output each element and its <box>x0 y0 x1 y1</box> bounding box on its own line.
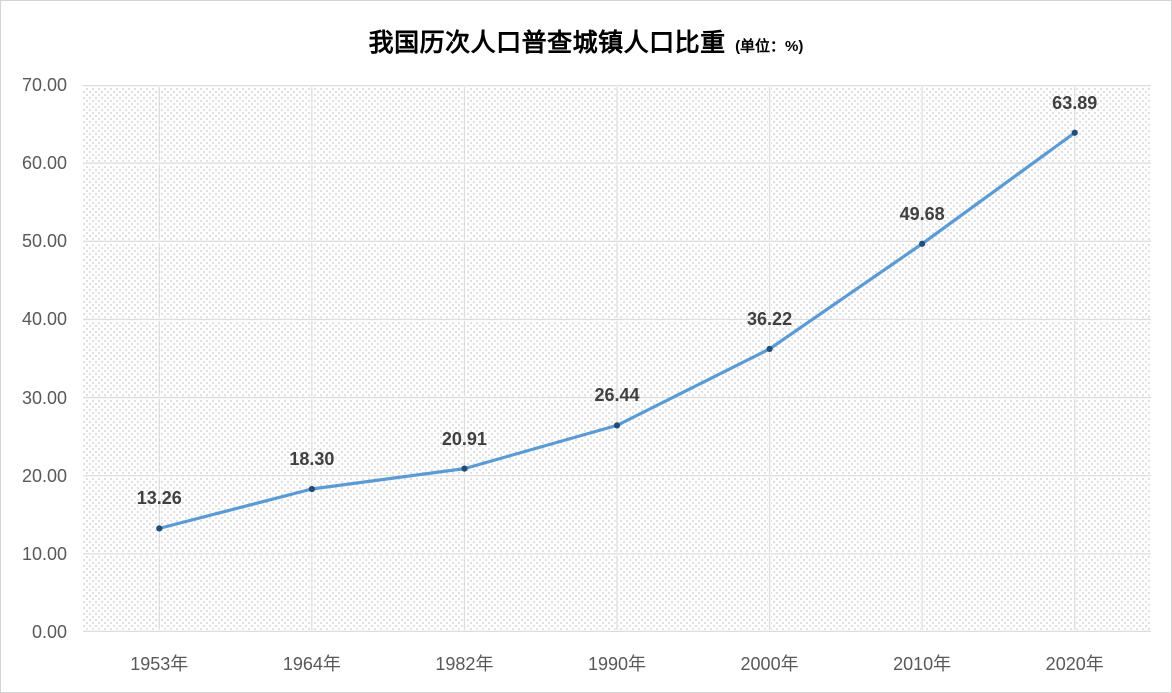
x-axis-tick-label: 2020年 <box>1045 654 1104 674</box>
y-axis: 0.00 10.00 20.00 30.00 40.00 50.00 60.00 70.00 <box>1 75 67 642</box>
y-axis-tick-label: 40.00 <box>21 309 67 330</box>
y-axis-tick-label: 10.00 <box>21 543 67 564</box>
data-point-marker <box>919 240 926 247</box>
y-axis-tick-label: 50.00 <box>21 231 67 252</box>
data-point-marker <box>766 345 773 353</box>
series-markers <box>156 129 1078 532</box>
y-axis-tick-label: 20.00 <box>21 465 67 486</box>
data-point-marker <box>613 422 621 429</box>
plot-canvas <box>83 85 1151 632</box>
plot-area: 13.26 18.30 20.91 26.44 36.22 49.68 63.89 <box>83 85 1151 632</box>
x-axis-tick-label: 1982年 <box>435 654 494 674</box>
y-axis-tick-label: 70.00 <box>21 75 67 95</box>
chart-title-text: 我国历次人口普查城镇人口比重 <box>368 29 726 57</box>
data-point-marker <box>1071 129 1078 136</box>
x-axis-tick-label: 2000年 <box>740 654 799 674</box>
y-axis-tick-label: 60.00 <box>21 153 67 174</box>
gridlines <box>83 85 1151 632</box>
chart-title-unit: (单位：%) <box>735 38 804 55</box>
y-axis-tick-label: 30.00 <box>21 387 67 408</box>
data-point-marker <box>308 485 315 493</box>
x-axis-tick-label: 1990年 <box>587 654 647 674</box>
y-axis-tick-label: 0.00 <box>31 622 67 642</box>
x-axis-tick-label: 1953年 <box>130 654 189 674</box>
x-axis-tick-label: 1964年 <box>282 654 341 674</box>
x-axis-tick-label: 2010年 <box>893 654 952 674</box>
data-point-marker <box>156 525 163 532</box>
x-axis: 1953年 1964年 1982年 1990年 2000年 2010年 2020年 <box>83 651 1151 677</box>
data-point-marker <box>461 465 468 472</box>
chart-title: 我国历次人口普查城镇人口比重 (单位：%) <box>1 23 1171 59</box>
